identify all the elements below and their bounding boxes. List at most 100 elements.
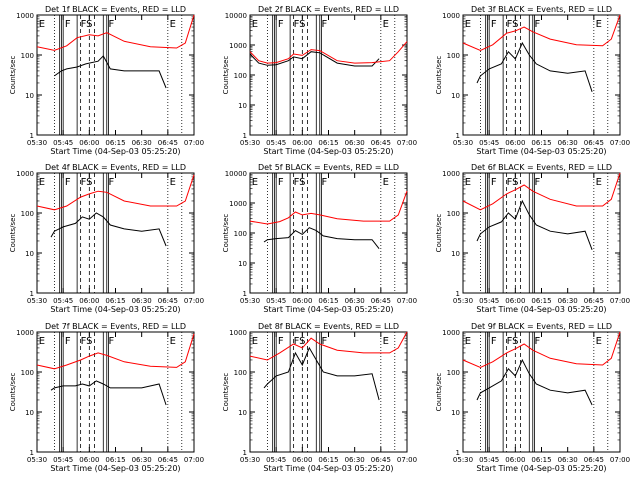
x-axis-label: Start Time (04-Sep-03 05:25:20) bbox=[476, 464, 606, 473]
x-tick-label: 06:45 bbox=[158, 297, 178, 305]
x-tick-label: 06:15 bbox=[318, 456, 338, 464]
events-series-line bbox=[50, 212, 167, 247]
y-tick-label: 100 bbox=[234, 230, 247, 238]
y-tick-label: 1 bbox=[30, 132, 34, 140]
chart-panel: Det 9f BLACK = Events, RED = LLD 1 10 100 10… bbox=[435, 322, 630, 473]
x-tick-label: 06:45 bbox=[158, 456, 178, 464]
interval-label: F bbox=[65, 177, 71, 188]
y-tick-label: 100 bbox=[447, 210, 460, 218]
x-tick-label: 06:30 bbox=[558, 456, 578, 464]
events-series-line bbox=[476, 199, 593, 250]
y-tick-label: 1000 bbox=[442, 329, 460, 337]
events-series-line bbox=[476, 358, 593, 406]
y-tick-label: 1000 bbox=[442, 12, 460, 20]
x-tick-label: 06:15 bbox=[105, 139, 125, 147]
x-tick-label: 06:15 bbox=[105, 297, 125, 305]
interval-label: F bbox=[65, 19, 71, 30]
interval-label: F bbox=[109, 177, 115, 188]
interval-label: E bbox=[252, 177, 258, 188]
y-axis-label: Counts/sec bbox=[9, 373, 17, 412]
interval-label: FS bbox=[294, 177, 306, 188]
x-tick-label: 05:30 bbox=[27, 139, 47, 147]
lld-series-line bbox=[249, 331, 408, 361]
y-tick-label: 1 bbox=[243, 449, 247, 457]
plot-frame bbox=[249, 172, 408, 294]
interval-label: F bbox=[65, 336, 71, 347]
x-tick-label: 05:30 bbox=[453, 139, 473, 147]
interval-label: E bbox=[170, 336, 176, 347]
x-tick-label: 06:00 bbox=[292, 456, 312, 464]
x-tick-label: 06:45 bbox=[584, 297, 604, 305]
x-axis-label: Start Time (04-Sep-03 05:25:20) bbox=[263, 147, 393, 156]
y-tick-label: 100 bbox=[234, 72, 247, 80]
lld-series-line bbox=[462, 172, 621, 211]
x-tick-label: 06:30 bbox=[132, 456, 152, 464]
y-tick-label: 10 bbox=[25, 250, 34, 258]
x-tick-label: 06:30 bbox=[345, 139, 365, 147]
chart-panel: Det 4f BLACK = Events, RED = LLD 1 10 100 10… bbox=[9, 163, 204, 314]
lld-series-line bbox=[462, 14, 621, 51]
x-tick-label: 05:30 bbox=[240, 139, 260, 147]
y-tick-label: 10 bbox=[25, 92, 34, 100]
x-tick-label: 06:00 bbox=[292, 139, 312, 147]
x-axis-label: Start Time (04-Sep-03 05:25:20) bbox=[263, 464, 393, 473]
interval-label: E bbox=[383, 19, 389, 30]
events-series-line bbox=[249, 51, 380, 67]
y-axis-label: Counts/sec bbox=[9, 56, 17, 95]
x-tick-label: 07:00 bbox=[184, 139, 204, 147]
plot-frame bbox=[249, 14, 408, 136]
y-tick-label: 1000 bbox=[442, 170, 460, 178]
x-tick-label: 07:00 bbox=[397, 297, 417, 305]
x-tick-label: 06:15 bbox=[105, 456, 125, 464]
interval-label: F bbox=[491, 19, 497, 30]
x-tick-label: 06:15 bbox=[531, 297, 551, 305]
x-tick-label: 05:30 bbox=[453, 456, 473, 464]
x-tick-label: 06:30 bbox=[132, 297, 152, 305]
interval-label: E bbox=[252, 19, 258, 30]
interval-label: F bbox=[278, 177, 284, 188]
y-tick-label: 10 bbox=[451, 409, 460, 417]
interval-label: E bbox=[465, 336, 471, 347]
plot-frame bbox=[462, 14, 621, 136]
interval-label: E bbox=[596, 19, 602, 30]
x-tick-label: 05:45 bbox=[479, 456, 499, 464]
y-tick-label: 10 bbox=[25, 409, 34, 417]
y-axis-label: Counts/sec bbox=[222, 214, 230, 253]
y-tick-label: 100 bbox=[447, 369, 460, 377]
interval-label: E bbox=[383, 336, 389, 347]
x-tick-label: 06:15 bbox=[318, 139, 338, 147]
chart-title: Det 9f BLACK = Events, RED = LLD bbox=[471, 322, 612, 331]
interval-label: FS bbox=[507, 177, 519, 188]
x-tick-label: 05:45 bbox=[479, 297, 499, 305]
x-tick-label: 06:45 bbox=[158, 139, 178, 147]
x-tick-label: 06:00 bbox=[505, 139, 525, 147]
y-tick-label: 1000 bbox=[16, 170, 34, 178]
x-tick-label: 06:30 bbox=[132, 139, 152, 147]
y-tick-label: 10 bbox=[238, 409, 247, 417]
lld-series-line bbox=[249, 41, 408, 64]
events-series-line bbox=[476, 41, 593, 92]
x-tick-label: 07:00 bbox=[610, 139, 630, 147]
chart-title: Det 2f BLACK = Events, RED = LLD bbox=[258, 5, 399, 14]
chart-panel: Det 2f BLACK = Events, RED = LLD 1 10 100 10… bbox=[222, 5, 417, 156]
y-tick-label: 100 bbox=[21, 369, 34, 377]
interval-label: F bbox=[278, 19, 284, 30]
y-tick-label: 1000 bbox=[229, 200, 247, 208]
interval-label: E bbox=[39, 19, 45, 30]
x-axis-label: Start Time (04-Sep-03 05:25:20) bbox=[50, 147, 180, 156]
interval-label: F bbox=[535, 336, 541, 347]
x-tick-label: 06:45 bbox=[584, 139, 604, 147]
y-tick-label: 100 bbox=[447, 52, 460, 60]
x-axis-label: Start Time (04-Sep-03 05:25:20) bbox=[476, 147, 606, 156]
events-series-line bbox=[263, 227, 380, 250]
interval-label: E bbox=[252, 336, 258, 347]
plot-frame bbox=[36, 172, 195, 294]
interval-label: F bbox=[109, 336, 115, 347]
chart-panel: Det 3f BLACK = Events, RED = LLD 1 10 100 10… bbox=[435, 5, 630, 156]
interval-label: E bbox=[465, 177, 471, 188]
chart-panel: Det 6f BLACK = Events, RED = LLD 1 10 100 10… bbox=[435, 163, 630, 314]
y-axis-label: Counts/sec bbox=[435, 56, 443, 95]
y-tick-label: 10 bbox=[238, 260, 247, 268]
plot-frame bbox=[36, 331, 195, 453]
